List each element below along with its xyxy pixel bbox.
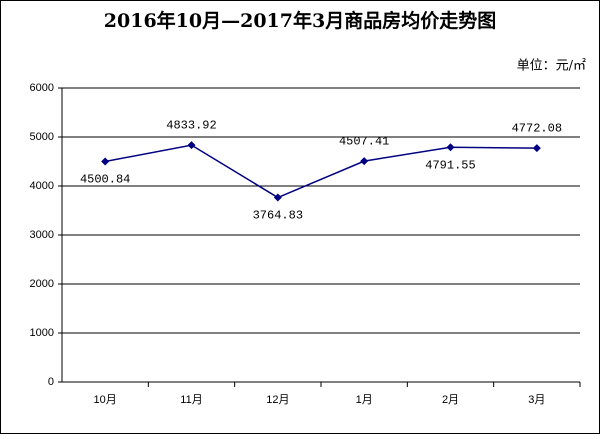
marker xyxy=(446,143,455,152)
value-label: 4507.41 xyxy=(339,134,389,148)
value-label: 4500.84 xyxy=(80,173,130,187)
value-label: 4772.08 xyxy=(512,121,562,135)
value-label: 3764.83 xyxy=(253,209,303,223)
y-tick-label: 3000 xyxy=(30,229,54,241)
marker xyxy=(101,157,110,166)
series-line xyxy=(105,144,537,199)
marker xyxy=(532,144,541,153)
x-tick-label: 1月 xyxy=(356,394,373,406)
value-label: 4791.55 xyxy=(425,158,475,172)
y-tick-label: 4000 xyxy=(30,180,54,192)
y-tick-label: 6000 xyxy=(30,82,54,94)
marker xyxy=(187,141,196,150)
y-tick-label: 2000 xyxy=(30,278,54,290)
x-tick-label: 11月 xyxy=(180,394,202,406)
y-tick-label: 1000 xyxy=(30,327,54,339)
unit-label: 单位：元/㎡ xyxy=(517,59,586,74)
marker xyxy=(273,193,282,202)
x-tick-label: 12月 xyxy=(266,394,289,406)
value-label: 4833.92 xyxy=(166,118,216,132)
x-tick-label: 10月 xyxy=(94,394,117,406)
y-tick-label: 0 xyxy=(48,376,54,388)
x-tick-label: 3月 xyxy=(528,394,545,406)
x-tick-label: 2月 xyxy=(442,394,459,406)
y-tick-label: 5000 xyxy=(30,131,54,143)
chart-title: 2016年10月—2017年3月商品房均价走势图 xyxy=(104,9,496,32)
marker xyxy=(360,157,369,166)
